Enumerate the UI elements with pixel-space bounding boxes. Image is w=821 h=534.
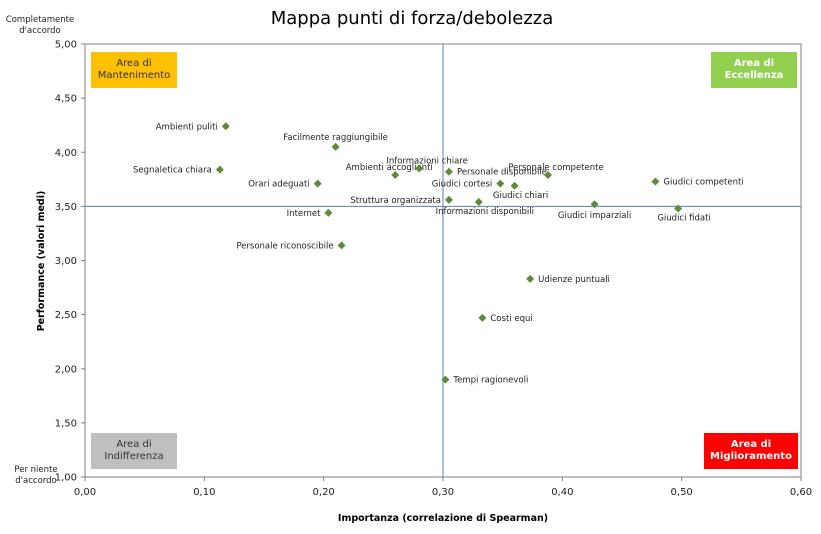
y-tick-label: 1,00: [55, 473, 77, 484]
x-tick-label: 0,10: [193, 487, 215, 498]
x-tick-label: 0,60: [790, 487, 812, 498]
data-point-label: Giudici chiari: [493, 191, 548, 201]
data-point-label: Ambienti accoglienti: [346, 163, 433, 173]
y-tick-label: 3,00: [55, 256, 77, 267]
data-point: [313, 179, 322, 188]
x-tick-label: 0,40: [551, 487, 573, 498]
points-group: Ambienti puliti Facilmente raggiungibile S…: [133, 122, 744, 386]
data-point: [441, 375, 450, 384]
x-tick-label: 0,00: [74, 487, 96, 498]
data-point-label: Costi equi: [490, 314, 532, 324]
y-top-caption: Completamente: [6, 15, 74, 25]
data-point-label: Internet: [287, 209, 321, 219]
area-label-bottom-right: Area di: [731, 439, 771, 450]
x-tick-label: 0,20: [313, 487, 335, 498]
y-tick-label: 4,50: [55, 94, 77, 105]
area-box-bottom-left: [91, 433, 177, 469]
x-axis-title: Importanza (correlazione di Spearman): [338, 513, 548, 524]
area-label-top-left: Mantenimento: [98, 70, 171, 81]
data-point-label: Facilmente raggiungibile: [283, 133, 388, 143]
data-point: [415, 164, 424, 173]
data-point: [337, 241, 346, 250]
data-point-label: Ambienti puliti: [156, 122, 218, 132]
data-point: [651, 177, 660, 186]
area-label-top-right: Eccellenza: [725, 70, 784, 81]
x-tick-label: 0,30: [432, 487, 454, 498]
area-label-top-left: Area di: [116, 58, 151, 69]
area-box-top-right: [711, 52, 797, 88]
data-point-label: Segnaletica chiara: [133, 166, 212, 176]
data-point: [526, 274, 535, 283]
chart-title: Mappa punti di forza/debolezza: [271, 8, 554, 29]
y-bottom-caption: Per niente: [14, 465, 57, 475]
area-label-bottom-left: Indifferenza: [104, 451, 163, 462]
data-point: [544, 170, 553, 179]
y-tick-label: 2,00: [55, 364, 77, 375]
data-point-label: Giudici imparziali: [558, 211, 631, 221]
data-point: [474, 198, 483, 207]
axes-group: 0,00 0,10 0,20 0,30 0,40 0,50 0,60 1,00 1,50 2,00…: [6, 15, 812, 498]
data-point: [478, 313, 487, 322]
data-point: [590, 200, 599, 209]
data-point: [674, 204, 683, 213]
data-point-label: Personale competente: [508, 163, 603, 173]
data-point-label: Informazioni chiare: [386, 156, 468, 166]
y-tick-label: 4,00: [55, 148, 77, 159]
data-point: [496, 179, 505, 188]
area-label-bottom-left: Area di: [116, 439, 151, 450]
area-box-top-left: [91, 52, 177, 88]
data-point: [444, 195, 453, 204]
area-label-top-right: Area di: [734, 58, 774, 69]
data-point-label: Struttura organizzata: [350, 196, 441, 206]
data-point: [221, 122, 230, 131]
area-box-bottom-right: [704, 433, 798, 469]
y-tick-label: 5,00: [55, 40, 77, 51]
data-point-label: Orari adeguati: [248, 180, 309, 190]
y-tick-label: 2,50: [55, 310, 77, 321]
data-point-label: Udienze puntuali: [538, 275, 610, 285]
y-tick-label: 3,50: [55, 202, 77, 213]
data-point: [324, 208, 333, 217]
data-point: [215, 165, 224, 174]
data-point-label: Personale disponibile: [457, 168, 547, 178]
x-tick-label: 0,50: [671, 487, 693, 498]
data-point-label: Tempi ragionevoli: [452, 376, 528, 386]
data-point: [444, 167, 453, 176]
y-tick-label: 1,50: [55, 418, 77, 429]
y-top-caption: d'accordo: [19, 26, 60, 36]
data-point: [331, 142, 340, 151]
area-label-bottom-right: Miglioramento: [710, 451, 792, 462]
data-point-label: Personale riconoscibile: [236, 241, 333, 251]
y-bottom-caption: d'accordo: [15, 476, 56, 486]
data-point-label: Giudici competenti: [663, 177, 743, 187]
data-point-label: Giudici cortesi: [432, 180, 493, 190]
data-point: [391, 170, 400, 179]
data-point: [510, 181, 519, 190]
data-point-label: Giudici fidati: [657, 214, 710, 224]
data-point-label: Informazioni disponibili: [436, 207, 534, 217]
y-axis-title: Performance (valori medi): [36, 191, 47, 332]
